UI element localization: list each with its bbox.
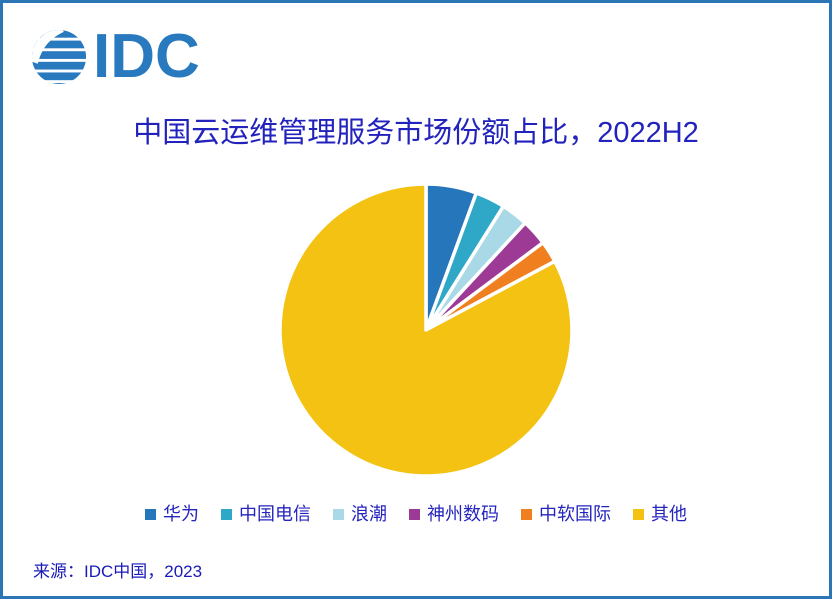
legend-swatch-icon — [221, 508, 232, 520]
chart-title: 中国云运维管理服务市场份额占比，2022H2 — [133, 117, 699, 149]
legend-item-3: 浪潮 — [333, 503, 387, 525]
legend-swatch-icon — [409, 508, 420, 520]
idc-logo: IDC — [31, 22, 200, 91]
legend-item-5: 中软国际 — [521, 503, 611, 525]
legend-swatch-icon — [333, 508, 344, 520]
idc-logo-text: IDC — [93, 22, 200, 91]
legend-swatch-icon — [145, 508, 156, 520]
legend-item-4: 神州数码 — [409, 503, 499, 525]
idc-globe-icon — [31, 29, 87, 85]
legend-item-6: 其他 — [633, 503, 687, 525]
legend-label: 华为 — [163, 504, 199, 524]
pie-chart-svg — [278, 182, 574, 478]
legend-swatch-icon — [633, 508, 644, 520]
legend-label: 神州数码 — [427, 504, 499, 524]
source-note: 来源：IDC中国，2023 — [33, 562, 203, 581]
legend-item-1: 华为 — [145, 503, 199, 525]
legend-label: 中国电信 — [239, 504, 311, 524]
legend-label: 浪潮 — [351, 504, 387, 524]
legend-label: 中软国际 — [539, 504, 611, 524]
legend-item-2: 中国电信 — [221, 503, 311, 525]
chart-legend: 华为 中国电信 浪潮 神州数码 中软国际 其他 — [3, 503, 829, 525]
legend-swatch-icon — [521, 508, 532, 520]
pie-chart — [276, 180, 576, 480]
legend-label: 其他 — [651, 504, 687, 524]
pie-slice-6 — [278, 182, 574, 478]
